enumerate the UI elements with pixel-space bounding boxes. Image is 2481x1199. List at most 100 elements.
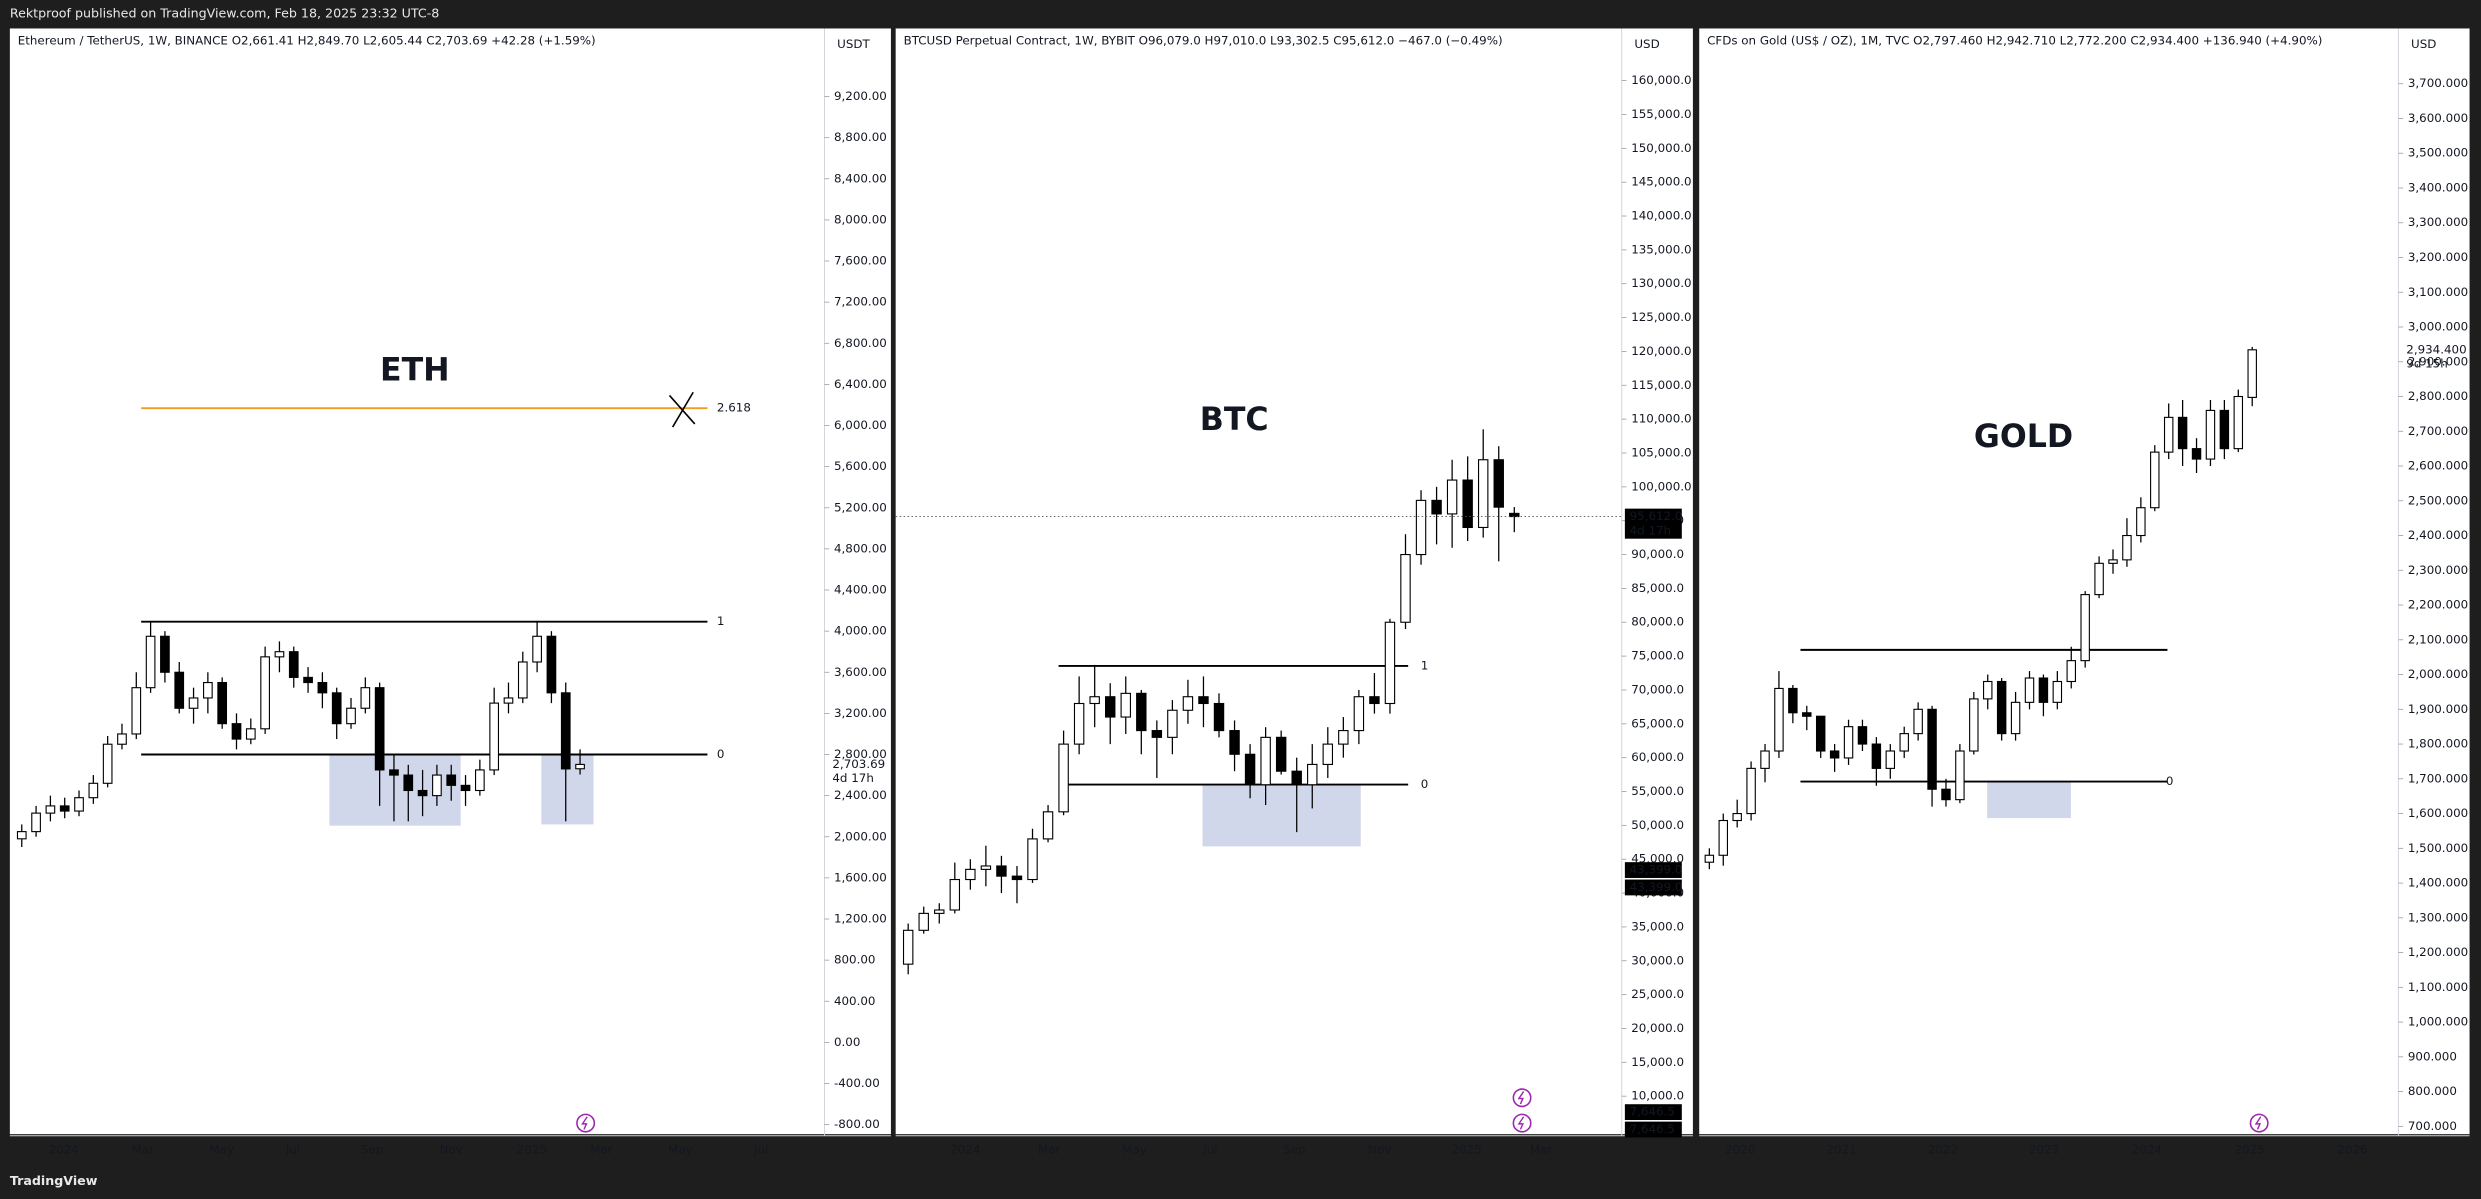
y-tick-label: 60,000.0 bbox=[1631, 750, 1684, 764]
candle-body bbox=[2108, 559, 2118, 564]
candle-body bbox=[1941, 788, 1951, 801]
y-tick-label: 700.000 bbox=[2408, 1119, 2457, 1133]
y-tick-label: 20,000.0 bbox=[1631, 1021, 1684, 1035]
y-tick-label: 1,000.000 bbox=[2408, 1015, 2468, 1029]
y-tick-label: 1,300.000 bbox=[2408, 910, 2468, 924]
candle-body bbox=[2080, 594, 2090, 662]
y-tick-label: 2,800.00 bbox=[834, 747, 887, 761]
y-tick-label: 2,900.000 bbox=[2408, 354, 2468, 368]
x-tick-label: 2023 bbox=[2029, 1142, 2059, 1156]
y-tick-label: 9,200.00 bbox=[834, 89, 887, 103]
candle-body bbox=[403, 774, 414, 792]
candle-body bbox=[2066, 660, 2076, 683]
y-tick-label: 85,000.0 bbox=[1631, 581, 1684, 595]
icon bbox=[1512, 1088, 1532, 1108]
axis-unit: USD bbox=[1634, 37, 1659, 51]
y-tick-label: 75,000.0 bbox=[1631, 649, 1684, 663]
candle-body bbox=[1760, 750, 1770, 769]
candle-body bbox=[417, 789, 428, 797]
y-tick-label: 6,400.00 bbox=[834, 377, 887, 391]
y-tick-label: 4,800.00 bbox=[834, 541, 887, 555]
y-tick-label: 7,200.00 bbox=[834, 295, 887, 309]
candle-body bbox=[1913, 708, 1923, 735]
y-tick-label: 35,000.0 bbox=[1631, 919, 1684, 933]
y-tick-label: 160,000.0 bbox=[1631, 73, 1691, 87]
candle-body bbox=[260, 656, 270, 730]
candle-body bbox=[1509, 512, 1520, 518]
candle-body bbox=[131, 687, 142, 735]
candle-body bbox=[2024, 677, 2035, 703]
y-tick-label: 130,000.0 bbox=[1631, 276, 1691, 290]
candle-body bbox=[965, 868, 976, 881]
x-tick-label: Jul bbox=[285, 1142, 300, 1156]
x-tick-label: 2022 bbox=[1928, 1142, 1958, 1156]
candle-body bbox=[503, 697, 514, 704]
y-tick-label: 80,000.0 bbox=[1631, 615, 1684, 629]
candle-body bbox=[1899, 733, 1909, 752]
candle-body bbox=[996, 865, 1007, 877]
price-marker-label: 7,646.5 bbox=[1630, 1105, 1675, 1119]
y-tick-label: 100,000.0 bbox=[1631, 479, 1691, 493]
y-tick-label: 800.00 bbox=[834, 953, 876, 967]
candle-body bbox=[1338, 730, 1349, 745]
countdown: 4d 17h bbox=[832, 771, 873, 785]
x-tick-label: May bbox=[1122, 1142, 1147, 1156]
candle-body bbox=[1829, 750, 1840, 759]
y-tick-label: 2,500.000 bbox=[2408, 493, 2468, 507]
x-tick-label: Sep bbox=[1283, 1142, 1305, 1156]
y-tick-label: 115,000.0 bbox=[1631, 378, 1691, 392]
countdown: 4d 17h bbox=[1630, 523, 1671, 537]
candle-body bbox=[2247, 349, 2257, 398]
candle-body bbox=[460, 784, 471, 792]
candle-body bbox=[2205, 409, 2216, 460]
candle-body bbox=[1788, 687, 1798, 714]
candle-body bbox=[1704, 854, 1715, 863]
y-tick-label: 1,200.000 bbox=[2408, 945, 2468, 959]
y-tick-label: 6,800.00 bbox=[834, 336, 887, 350]
candle-body bbox=[1400, 553, 1411, 623]
price-marker-label: 43,399.0 bbox=[1630, 880, 1683, 894]
candle-body bbox=[1058, 743, 1069, 813]
candle-body bbox=[2150, 451, 2160, 509]
candle-body bbox=[1732, 813, 1742, 822]
candle-body bbox=[174, 671, 185, 709]
y-tick-label: 120,000.0 bbox=[1631, 344, 1691, 358]
candle-body bbox=[980, 865, 992, 870]
x-tick-label: Nov bbox=[440, 1142, 463, 1156]
y-tick-label: 400.00 bbox=[834, 994, 876, 1008]
panel bbox=[1699, 28, 2470, 1135]
price-box bbox=[1624, 508, 1682, 539]
candle-body bbox=[217, 681, 228, 725]
candle-body bbox=[2052, 680, 2063, 703]
candle-body bbox=[1927, 708, 1937, 790]
candle-body bbox=[2163, 416, 2174, 453]
candle-body bbox=[1446, 479, 1458, 515]
y-tick-label: 4,000.00 bbox=[834, 624, 887, 638]
y-tick-label: 15,000.0 bbox=[1631, 1055, 1684, 1069]
candle-body bbox=[389, 769, 399, 776]
x-tick-label: 2024 bbox=[49, 1142, 79, 1156]
candle-body bbox=[1073, 702, 1085, 745]
candle-body bbox=[203, 681, 213, 699]
candle-body bbox=[1955, 750, 1965, 801]
candle-body bbox=[432, 774, 442, 797]
y-tick-label: 1,400.000 bbox=[2408, 876, 2468, 890]
candle-body bbox=[1493, 459, 1504, 508]
x-tick-label: 2020 bbox=[1725, 1142, 1755, 1156]
y-tick-label: 2,100.000 bbox=[2408, 632, 2468, 646]
candle-body bbox=[1746, 767, 1756, 815]
candle-body bbox=[1718, 819, 1728, 856]
candle-body bbox=[2233, 395, 2244, 450]
candle-body bbox=[374, 687, 385, 771]
y-tick-label: 90,000.0 bbox=[1631, 547, 1684, 561]
y-tick-label: 1,900.000 bbox=[2408, 702, 2468, 716]
y-tick-label: 2,000.00 bbox=[834, 829, 887, 843]
candle-body bbox=[1244, 753, 1256, 786]
candle-body bbox=[475, 769, 485, 792]
candle-body bbox=[902, 929, 914, 965]
candle-body bbox=[1151, 730, 1163, 738]
candle-body bbox=[934, 909, 945, 914]
candle-body bbox=[317, 681, 328, 694]
panel bbox=[9, 28, 891, 1135]
